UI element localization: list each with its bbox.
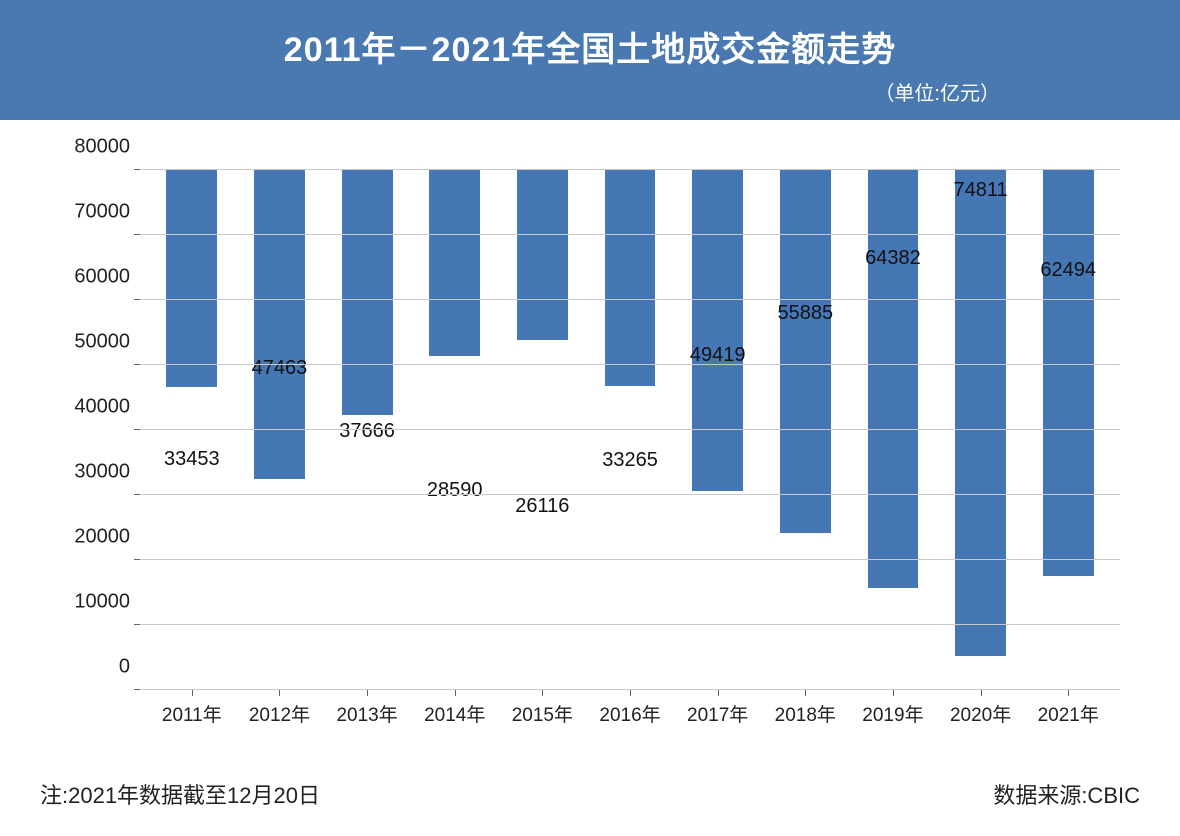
grid-line <box>140 364 1120 365</box>
bar-slot: 474632012年 <box>236 170 324 690</box>
x-tick-label: 2016年 <box>599 700 660 727</box>
bar-slot: 334532011年 <box>148 170 236 690</box>
y-tick-label: 70000 <box>74 201 140 224</box>
x-tick-mark <box>893 690 894 696</box>
x-tick-label: 2013年 <box>336 700 397 727</box>
bar <box>517 170 568 340</box>
x-tick-label: 2017年 <box>687 700 748 727</box>
bar-slot: 332652016年 <box>586 170 674 690</box>
y-tick-mark <box>134 624 140 625</box>
x-tick-mark <box>981 690 982 696</box>
x-tick-mark <box>455 690 456 696</box>
y-tick-label: 0 <box>119 656 140 679</box>
y-tick-label: 30000 <box>74 461 140 484</box>
y-tick-label: 10000 <box>74 591 140 614</box>
x-tick-label: 2012年 <box>249 700 310 727</box>
bar-slot: 624942021年 <box>1024 170 1112 690</box>
y-tick-mark <box>134 169 140 170</box>
y-tick-mark <box>134 364 140 365</box>
x-tick-label: 2021年 <box>1038 700 1099 727</box>
grid-line <box>140 624 1120 625</box>
bar-value-label: 62494 <box>1040 259 1096 282</box>
bar-slot: 748112020年 <box>937 170 1025 690</box>
bar <box>342 170 393 415</box>
bar <box>605 170 656 386</box>
bar-value-label: 28590 <box>427 479 483 502</box>
bar <box>1043 170 1094 576</box>
bar-slot: 558852018年 <box>761 170 849 690</box>
x-tick-mark <box>718 690 719 696</box>
bar-slot: 643822019年 <box>849 170 937 690</box>
chart-container: 334532011年474632012年376662013年285902014年… <box>40 160 1140 740</box>
bar <box>692 170 743 491</box>
bar-value-label: 26116 <box>515 495 569 518</box>
plot-area: 334532011年474632012年376662013年285902014年… <box>140 170 1120 690</box>
x-tick-label: 2018年 <box>775 700 836 727</box>
grid-line <box>140 234 1120 235</box>
bar-slot: 285902014年 <box>411 170 499 690</box>
grid-line <box>140 689 1120 690</box>
grid-line <box>140 169 1120 170</box>
chart-title: 2011年－2021年全国土地成交金额走势 <box>40 22 1140 71</box>
y-tick-label: 20000 <box>74 526 140 549</box>
footer-source: 数据来源:CBIC <box>993 778 1140 810</box>
x-tick-mark <box>542 690 543 696</box>
grid-line <box>140 559 1120 560</box>
x-tick-mark <box>279 690 280 696</box>
bar-value-label: 74811 <box>954 179 1008 202</box>
bar-slot: 494192017年 <box>674 170 762 690</box>
bar <box>166 170 217 387</box>
bar <box>868 170 919 588</box>
footer-note: 注:2021年数据截至12月20日 <box>40 778 320 810</box>
chart-footer: 注:2021年数据截至12月20日 数据来源:CBIC <box>0 778 1180 810</box>
grid-line <box>140 299 1120 300</box>
bar <box>780 170 831 533</box>
y-tick-mark <box>134 559 140 560</box>
bar-value-label: 55885 <box>777 302 833 325</box>
bar-slot: 376662013年 <box>323 170 411 690</box>
x-tick-mark <box>805 690 806 696</box>
y-tick-label: 80000 <box>74 136 140 159</box>
x-tick-label: 2020年 <box>950 700 1011 727</box>
chart-subtitle: （单位:亿元） <box>40 77 1140 106</box>
bars-group: 334532011年474632012年376662013年285902014年… <box>140 170 1120 690</box>
y-tick-mark <box>134 689 140 690</box>
x-tick-mark <box>192 690 193 696</box>
bar-value-label: 47463 <box>252 357 308 380</box>
bar-slot: 261162015年 <box>499 170 587 690</box>
x-tick-mark <box>1068 690 1069 696</box>
bar <box>955 170 1006 656</box>
y-tick-label: 60000 <box>74 266 140 289</box>
y-tick-mark <box>134 234 140 235</box>
chart-header: 2011年－2021年全国土地成交金额走势 （单位:亿元） <box>0 0 1180 120</box>
bar-value-label: 33265 <box>602 449 658 472</box>
x-tick-mark <box>367 690 368 696</box>
bar <box>429 170 480 356</box>
bar-value-label: 33453 <box>164 448 220 471</box>
x-tick-mark <box>630 690 631 696</box>
bar-value-label: 37666 <box>339 420 395 443</box>
x-tick-label: 2014年 <box>424 700 485 727</box>
grid-line <box>140 494 1120 495</box>
y-tick-label: 40000 <box>74 396 140 419</box>
x-tick-label: 2015年 <box>512 700 573 727</box>
bar-value-label: 64382 <box>865 247 921 270</box>
y-tick-mark <box>134 299 140 300</box>
y-tick-mark <box>134 494 140 495</box>
x-tick-label: 2019年 <box>862 700 923 727</box>
grid-line <box>140 429 1120 430</box>
bar <box>254 170 305 479</box>
y-tick-label: 50000 <box>74 331 140 354</box>
x-tick-label: 2011年 <box>162 700 222 727</box>
y-tick-mark <box>134 429 140 430</box>
